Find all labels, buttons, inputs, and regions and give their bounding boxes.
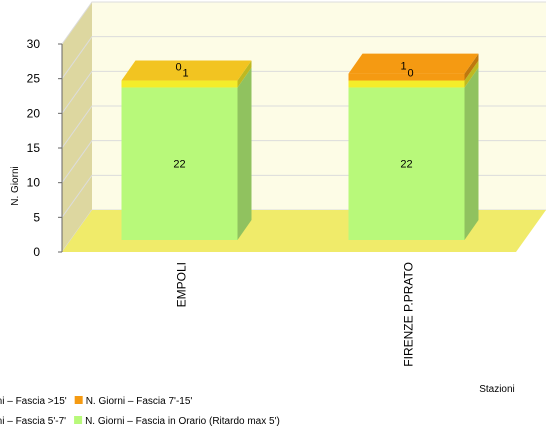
y-axis-ticks: 0 5 10 15 20 25 30 xyxy=(27,37,62,259)
y-tick-label: 30 xyxy=(27,37,41,51)
legend-item-label: N. Giorni – Fascia 7'-15' xyxy=(86,396,193,407)
gridline xyxy=(61,36,546,79)
y-tick-label: 5 xyxy=(33,210,40,224)
data-label: 22 xyxy=(173,159,185,171)
x-tick-label: EMPOLI xyxy=(175,262,189,307)
data-label: 1 xyxy=(182,68,188,80)
bar-segment-front xyxy=(348,87,465,240)
bar-segment-front xyxy=(348,80,465,88)
y-tick-label: 10 xyxy=(27,176,41,190)
legend-swatch xyxy=(74,416,83,424)
bar-segment-side xyxy=(237,60,252,88)
bar-top-face xyxy=(348,53,479,74)
data-label: 22 xyxy=(400,159,412,171)
data-label: 0 xyxy=(407,68,413,80)
data-label: 1 xyxy=(400,61,406,73)
bar-segment-side xyxy=(237,67,252,240)
legend: N. Giorni – Fascia >15' N. Giorni – Fasci… xyxy=(0,396,280,427)
bar-segment-side xyxy=(464,60,479,88)
x-tick-label: FIRENZE P.PRATO xyxy=(402,262,416,367)
bar-segment-side xyxy=(464,67,479,240)
legend-item-label: N. Giorni – Fascia 5'-7' xyxy=(0,416,66,427)
y-axis-label: N. Giorni xyxy=(10,166,21,205)
bar-segment-front xyxy=(348,73,465,81)
legend-item-label: N. Giorni – Fascia in Orario (Ritardo ma… xyxy=(85,416,280,427)
y-tick-label: 0 xyxy=(33,245,40,259)
bar-segment-side xyxy=(464,53,479,81)
y-tick-label: 25 xyxy=(27,72,41,86)
bar-top-face xyxy=(121,60,252,81)
bar-firenze-p-prato: 22 10 xyxy=(348,53,479,240)
data-label: 0 xyxy=(175,62,181,74)
legend-item-label: N. Giorni – Fascia >15' xyxy=(0,396,67,407)
gridline xyxy=(61,1,546,45)
y-tick-label: 15 xyxy=(27,141,41,155)
bar-segment-front xyxy=(121,80,238,88)
y-tick-label: 20 xyxy=(27,106,41,120)
legend-swatch xyxy=(74,396,83,404)
x-axis-label: Stazioni xyxy=(479,384,515,395)
bar-segment-front xyxy=(121,87,238,240)
bar-empoli: 22 10 xyxy=(121,60,252,240)
x-axis-ticks: EMPOLI FIRENZE P.PRATO xyxy=(175,262,416,367)
